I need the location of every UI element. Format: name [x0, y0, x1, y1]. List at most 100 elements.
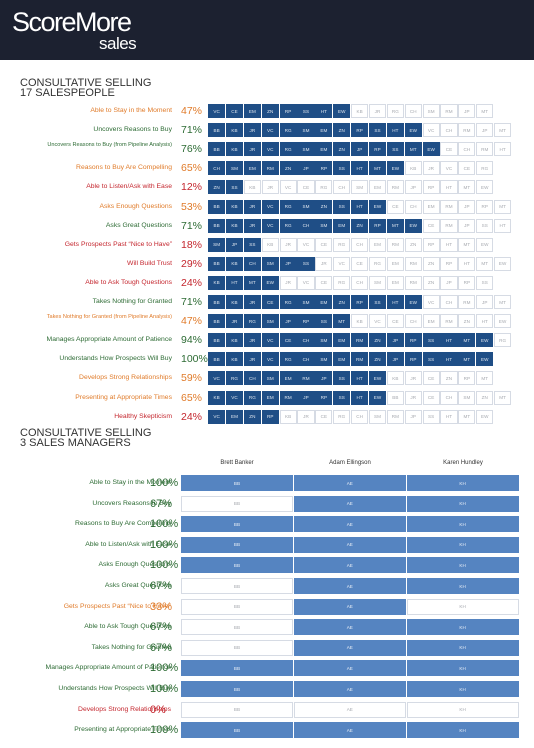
person-cell: SM	[208, 237, 226, 252]
person-cell: CE	[315, 275, 333, 290]
skill-percent: 65%	[181, 162, 203, 175]
logo-main: ScoreMore	[12, 7, 132, 37]
person-cell: JR	[243, 333, 261, 348]
person-cell: RM	[351, 352, 369, 367]
manager-cell: KH	[406, 701, 519, 718]
person-cell: SS	[297, 256, 315, 271]
person-cells: BB KB JR VC RG SM EM ZN RP SS HT EW VC CH RM JP MT	[208, 123, 512, 138]
manager-cells: BB AE KH	[181, 578, 519, 594]
sales-section-title: CONSULTATIVE SELLING	[20, 77, 152, 89]
person-cell: VC	[333, 256, 351, 271]
skill-percent: 67%	[150, 580, 173, 592]
person-cell: SM	[458, 390, 476, 405]
person-cell: RM	[476, 142, 494, 157]
person-cell: MT	[243, 275, 261, 290]
person-cell: VC	[208, 409, 226, 424]
person-cell: VC	[422, 123, 440, 138]
manager-cell: BB	[181, 639, 293, 656]
person-cell: RM	[458, 295, 476, 309]
skill-label: Takes Nothing for Granted	[92, 298, 172, 305]
logo-sub: sales	[99, 34, 137, 53]
manager-cell: BB	[181, 516, 293, 533]
person-cell: VC	[279, 180, 297, 195]
person-cell: CH	[440, 295, 458, 309]
person-cells: BB KB JR VC RG CH SM EM RM ZN JP RP SS HT MT EW	[208, 352, 494, 367]
person-cell: CE	[279, 333, 297, 348]
person-cell: JR	[261, 180, 279, 195]
person-cell: MT	[494, 295, 512, 309]
person-cell: RG	[243, 314, 261, 329]
person-cell: RM	[440, 199, 458, 214]
person-cell: ZN	[368, 352, 387, 367]
skill-label: Able to Stay in the Moment	[90, 107, 172, 114]
manager-cell: KH	[406, 660, 519, 677]
manager-cell: KH	[406, 722, 519, 739]
person-cell: MT	[476, 371, 494, 386]
skill-percent: 71%	[181, 296, 203, 308]
person-cell: RG	[279, 123, 297, 138]
person-cell: KB	[351, 104, 369, 118]
skill-percent: 100%	[181, 353, 208, 366]
person-cell: CH	[297, 218, 315, 233]
person-cell: JR	[243, 123, 261, 138]
skill-label: Gets Prospects Past “Nice to Have”	[64, 240, 172, 248]
manager-cells: BB AE KH	[181, 557, 519, 574]
person-cell: VC	[261, 352, 279, 367]
person-cell: SS	[333, 161, 351, 176]
person-cell: EW	[476, 180, 494, 195]
person-cells: BB KB JR VC CE CH SM EM RM ZN JP RP SS HT MT EW RG	[208, 333, 512, 348]
manager-cell: AE	[293, 598, 406, 615]
person-cell: SS	[315, 314, 333, 329]
person-cell: RG	[386, 104, 404, 118]
person-cell: CE	[440, 142, 458, 157]
person-cell: RG	[279, 199, 297, 214]
person-cell: HT	[440, 237, 458, 252]
person-cell: JP	[351, 142, 369, 157]
person-cells: KB HT MT EW JR VC CE RG CH SM EM RM ZN JP RP SS	[208, 275, 494, 290]
skill-label: Able to Stay in the Moment	[89, 479, 171, 486]
person-cell: JR	[315, 256, 333, 271]
skill-percent: 29%	[181, 257, 203, 270]
person-cell: BB	[208, 218, 226, 233]
person-cell: CE	[386, 199, 404, 214]
person-cell: SM	[351, 180, 369, 195]
skill-percent: 65%	[181, 391, 203, 404]
manager-header-2: Adam Ellingson	[329, 460, 371, 466]
person-cells: BB KB JR CE RG SM EM ZN RP SS HT EW VC CH RM JP MT	[208, 295, 512, 309]
person-cell: JR	[243, 218, 261, 233]
person-cell: KB	[225, 218, 244, 233]
manager-cell: AE	[293, 516, 406, 533]
person-cell: CH	[458, 142, 476, 157]
person-cell: VC	[261, 333, 279, 348]
manager-cell: AE	[293, 475, 406, 491]
skill-percent: 71%	[181, 124, 203, 137]
person-cell: KB	[351, 314, 369, 329]
person-cell: JR	[243, 199, 261, 214]
person-cell: SS	[333, 371, 351, 386]
person-cell: EM	[422, 199, 440, 214]
skill-percent: 100%	[150, 559, 179, 572]
managers-section-subtitle: 3 SALES MANAGERS	[20, 437, 131, 449]
skill-label: Asks Enough Questions	[99, 202, 172, 210]
person-cell: JP	[440, 275, 458, 290]
person-cell: KB	[225, 123, 244, 138]
manager-cell: AE	[293, 578, 406, 594]
manager-cells: BB AE KH	[181, 598, 519, 615]
person-cell: KB	[225, 295, 244, 309]
manager-cell: AE	[293, 536, 406, 553]
skill-label: Able to Ask Tough Questions	[85, 278, 172, 286]
person-cell: HT	[351, 199, 369, 214]
person-cell: JR	[279, 275, 297, 290]
person-cell: JP	[458, 218, 476, 233]
person-cell: ZN	[351, 218, 369, 233]
manager-cell: BB	[181, 722, 293, 739]
person-cells: BB JR RG SM JP RP SS MT KB VC CE CH EM RM ZN HT EW	[208, 314, 512, 329]
skill-label: Asks Great Questions	[105, 221, 172, 229]
person-cell: ZN	[315, 199, 333, 214]
person-cell: ZN	[333, 123, 351, 138]
person-cell: RP	[458, 275, 476, 290]
person-cell: SM	[368, 409, 387, 424]
person-cell: JP	[279, 314, 297, 329]
person-cell: RP	[261, 409, 279, 424]
manager-cell: KH	[406, 516, 519, 533]
